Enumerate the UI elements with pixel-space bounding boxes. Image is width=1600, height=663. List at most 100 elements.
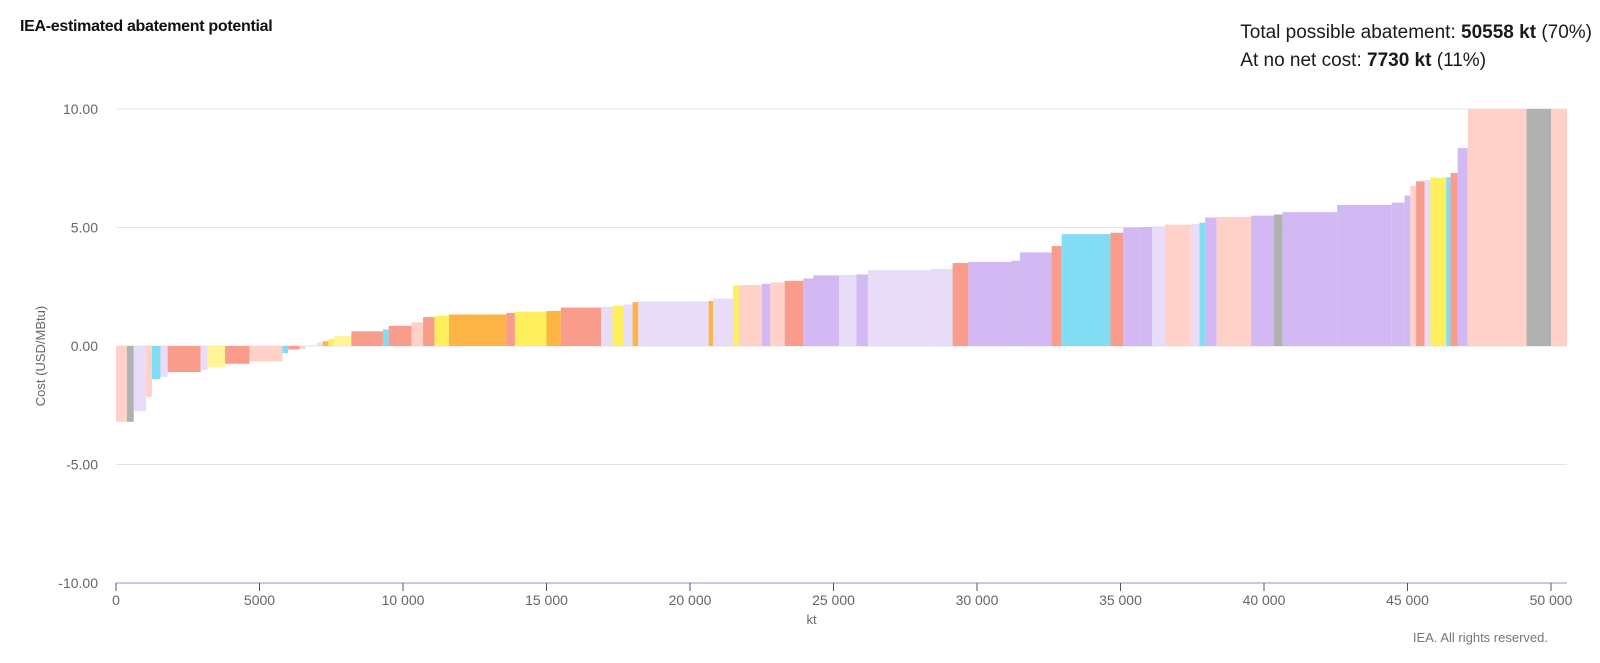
- cost-curve-bar: [1205, 217, 1217, 346]
- cost-curve-bar: [1061, 234, 1111, 346]
- cost-curve-bar: [328, 338, 335, 346]
- no-net-cost-pct: (11%): [1436, 50, 1487, 71]
- cost-curve-bar: [1110, 232, 1124, 346]
- cost-curve-bar: [1282, 212, 1338, 346]
- x-tick-label: 10 000: [382, 592, 425, 608]
- cost-curve-bar: [1526, 109, 1551, 346]
- cost-curve-bar: [299, 346, 306, 349]
- cost-curve-bar: [1011, 260, 1021, 346]
- cost-curve-bar: [1450, 172, 1458, 346]
- cost-curve-bar: [351, 331, 383, 346]
- cost-curve-bar: [207, 346, 226, 368]
- cost-curve-bar: [1190, 223, 1200, 346]
- cost-curve-bar: [225, 346, 250, 364]
- cost-curve-bar: [733, 285, 739, 346]
- cost-curve-bar: [712, 298, 734, 346]
- cost-curve-bar: [601, 306, 613, 346]
- x-tick-label: 15 000: [525, 592, 568, 608]
- cost-curve-bar: [1199, 222, 1206, 346]
- cost-curve-bar: [322, 341, 329, 346]
- cost-curve-bar: [1216, 216, 1252, 346]
- cost-curve-bar: [1337, 204, 1392, 346]
- cost-curve-bar: [423, 317, 435, 346]
- total-abatement-pct: (70%): [1541, 22, 1592, 43]
- x-tick-label: 50 000: [1530, 592, 1573, 608]
- cost-curve-bar: [151, 346, 161, 380]
- cost-curve-bar: [968, 261, 1012, 346]
- no-net-cost-label: At no net cost:: [1240, 50, 1362, 71]
- cost-curve-bar: [708, 300, 713, 346]
- cost-curve-bar: [856, 274, 868, 346]
- cost-curve-bar: [116, 346, 127, 422]
- y-tick-label: 5.00: [71, 220, 98, 236]
- cost-curve-bar: [813, 275, 840, 346]
- cost-curve-bar: [1467, 109, 1527, 346]
- x-tick-label: 40 000: [1243, 592, 1286, 608]
- x-tick-label: 30 000: [956, 592, 999, 608]
- total-abatement-value: 50558 kt: [1461, 22, 1537, 43]
- total-abatement-label: Total possible abatement:: [1240, 22, 1456, 43]
- cost-curve-bar: [1152, 226, 1165, 346]
- cost-curve-bar: [738, 285, 762, 346]
- cost-curve-bar: [514, 311, 547, 346]
- cost-curve-bar: [1404, 195, 1411, 346]
- cost-curve-bar: [784, 280, 804, 346]
- cost-curve-bar: [1251, 215, 1275, 346]
- x-tick-label: 5000: [244, 592, 275, 608]
- cost-curve-bar: [411, 322, 424, 346]
- cost-curve-bar: [638, 301, 709, 346]
- cost-curve-bar: [560, 307, 602, 346]
- cost-curve-bar: [952, 263, 969, 346]
- no-net-cost-row: At no net cost: 7730 kt (11%): [1240, 47, 1592, 75]
- cost-curve-bar: [1164, 224, 1191, 346]
- cost-curve-bar: [1424, 180, 1431, 346]
- cost-curve-bar: [126, 346, 134, 422]
- x-tick-label: 0: [112, 592, 120, 608]
- cost-curve-bars: [116, 109, 1567, 422]
- cost-curve-bar: [803, 278, 814, 346]
- cost-curve-bar: [867, 270, 932, 346]
- cost-curve-bar: [133, 346, 147, 412]
- cost-curve-bar: [200, 346, 208, 370]
- x-tick-label: 25 000: [812, 592, 855, 608]
- cost-curve-bar: [1274, 214, 1283, 346]
- y-tick-label: 10.00: [63, 101, 98, 117]
- cost-curve-bar: [160, 346, 168, 377]
- x-tick-label: 20 000: [669, 592, 712, 608]
- cost-curve-bar: [770, 282, 785, 346]
- cost-curve-bar: [1410, 186, 1417, 346]
- cost-curve-bar: [612, 305, 624, 346]
- y-tick-label: -5.00: [66, 457, 98, 473]
- cost-curve-bar: [146, 346, 152, 397]
- cost-curve-bar: [546, 310, 561, 346]
- cost-curve-bar: [1123, 227, 1141, 346]
- y-tick-label: 0.00: [71, 338, 98, 354]
- cost-curve-bar: [382, 329, 389, 346]
- cost-curve-bar: [316, 342, 323, 346]
- cost-curve-bar: [282, 346, 289, 354]
- cost-curve-bar: [249, 346, 283, 362]
- cost-curve-bar: [931, 268, 953, 346]
- cost-curve-bar: [1430, 177, 1447, 346]
- x-tick-label: 35 000: [1099, 592, 1142, 608]
- cost-curve-bar: [632, 302, 639, 346]
- y-axis-label: Cost (USD/MBtu): [33, 306, 48, 406]
- cost-curve-bar: [1457, 148, 1468, 346]
- total-abatement-row: Total possible abatement: 50558 kt (70%): [1240, 19, 1592, 47]
- cost-curve-bar: [167, 346, 201, 373]
- cost-curve-bar: [839, 274, 857, 346]
- cost-curve-bar: [434, 315, 449, 346]
- cost-curve-bar: [448, 314, 507, 346]
- cost-curve-bar: [1550, 109, 1567, 346]
- cost-curve-bar: [334, 336, 352, 346]
- cost-curve-bar: [305, 344, 317, 346]
- x-axis-label: kt: [806, 612, 817, 627]
- cost-curve-bar: [506, 312, 515, 346]
- cost-curve-bar: [1391, 202, 1405, 346]
- x-tick-label: 45 000: [1386, 592, 1429, 608]
- axes: 10.00 5.00 0.00 -5.00 -10.00 0 5000 10 000 15 00…: [58, 101, 1572, 608]
- cost-curve-bar: [288, 346, 300, 350]
- cost-curve-bar: [623, 304, 633, 346]
- chart-title: IEA-estimated abatement potential: [20, 18, 273, 35]
